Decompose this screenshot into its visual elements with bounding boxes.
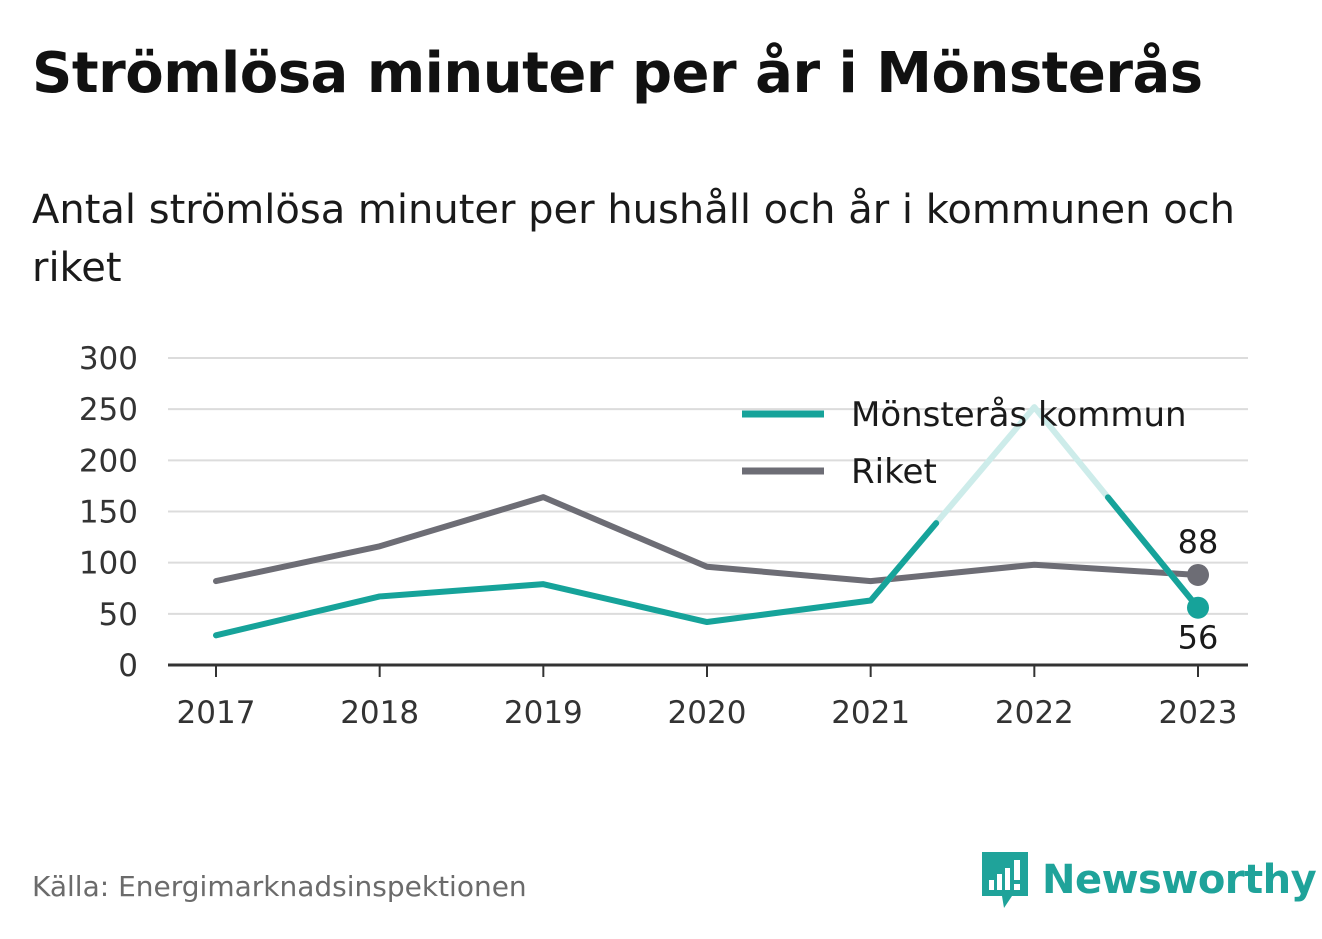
series-line-monsteras-end bbox=[1104, 494, 1201, 611]
x-tick-label: 2020 bbox=[668, 695, 747, 731]
brand-name: Newsworthy bbox=[1042, 857, 1317, 903]
brand-logo: Newsworthy bbox=[980, 850, 1317, 910]
newsworthy-logo-icon bbox=[982, 852, 1028, 908]
y-tick-label: 0 bbox=[118, 648, 138, 684]
x-tick-label: 2018 bbox=[340, 695, 419, 731]
series-line-riket bbox=[213, 494, 1201, 585]
end-label-riket: 88 bbox=[1178, 523, 1219, 561]
x-tick-label: 2019 bbox=[504, 695, 583, 731]
source-note: Källa: Energimarknadsinspektionen bbox=[32, 870, 527, 903]
chart-title: Strömlösa minuter per år i Mönsterås bbox=[32, 41, 1203, 106]
y-tick-label: 200 bbox=[79, 443, 138, 479]
y-tick-label: 150 bbox=[79, 495, 138, 531]
end-label-monsteras: 56 bbox=[1178, 619, 1219, 657]
end-point-riket bbox=[1187, 563, 1209, 586]
line-chart: 0 50 100 150 200 250 300 2017 2018 2019 2020 2021 2… bbox=[79, 341, 1248, 731]
y-tick-label: 50 bbox=[99, 597, 138, 633]
legend-label: Riket bbox=[851, 452, 937, 492]
y-tick-label: 250 bbox=[79, 392, 138, 428]
y-tick-label: 300 bbox=[79, 341, 138, 377]
x-tick-label: 2017 bbox=[177, 695, 256, 731]
end-point-monsteras bbox=[1187, 596, 1209, 619]
x-tick-label: 2021 bbox=[831, 695, 910, 731]
x-tick-label: 2022 bbox=[995, 695, 1074, 731]
x-tick-label: 2023 bbox=[1159, 695, 1238, 731]
chart-subtitle: Antal strömlösa minuter per hushåll och … bbox=[32, 187, 1236, 291]
legend-label: Mönsterås kommun bbox=[851, 395, 1187, 435]
series-line-monsteras bbox=[213, 520, 940, 639]
y-tick-label: 100 bbox=[79, 546, 138, 582]
